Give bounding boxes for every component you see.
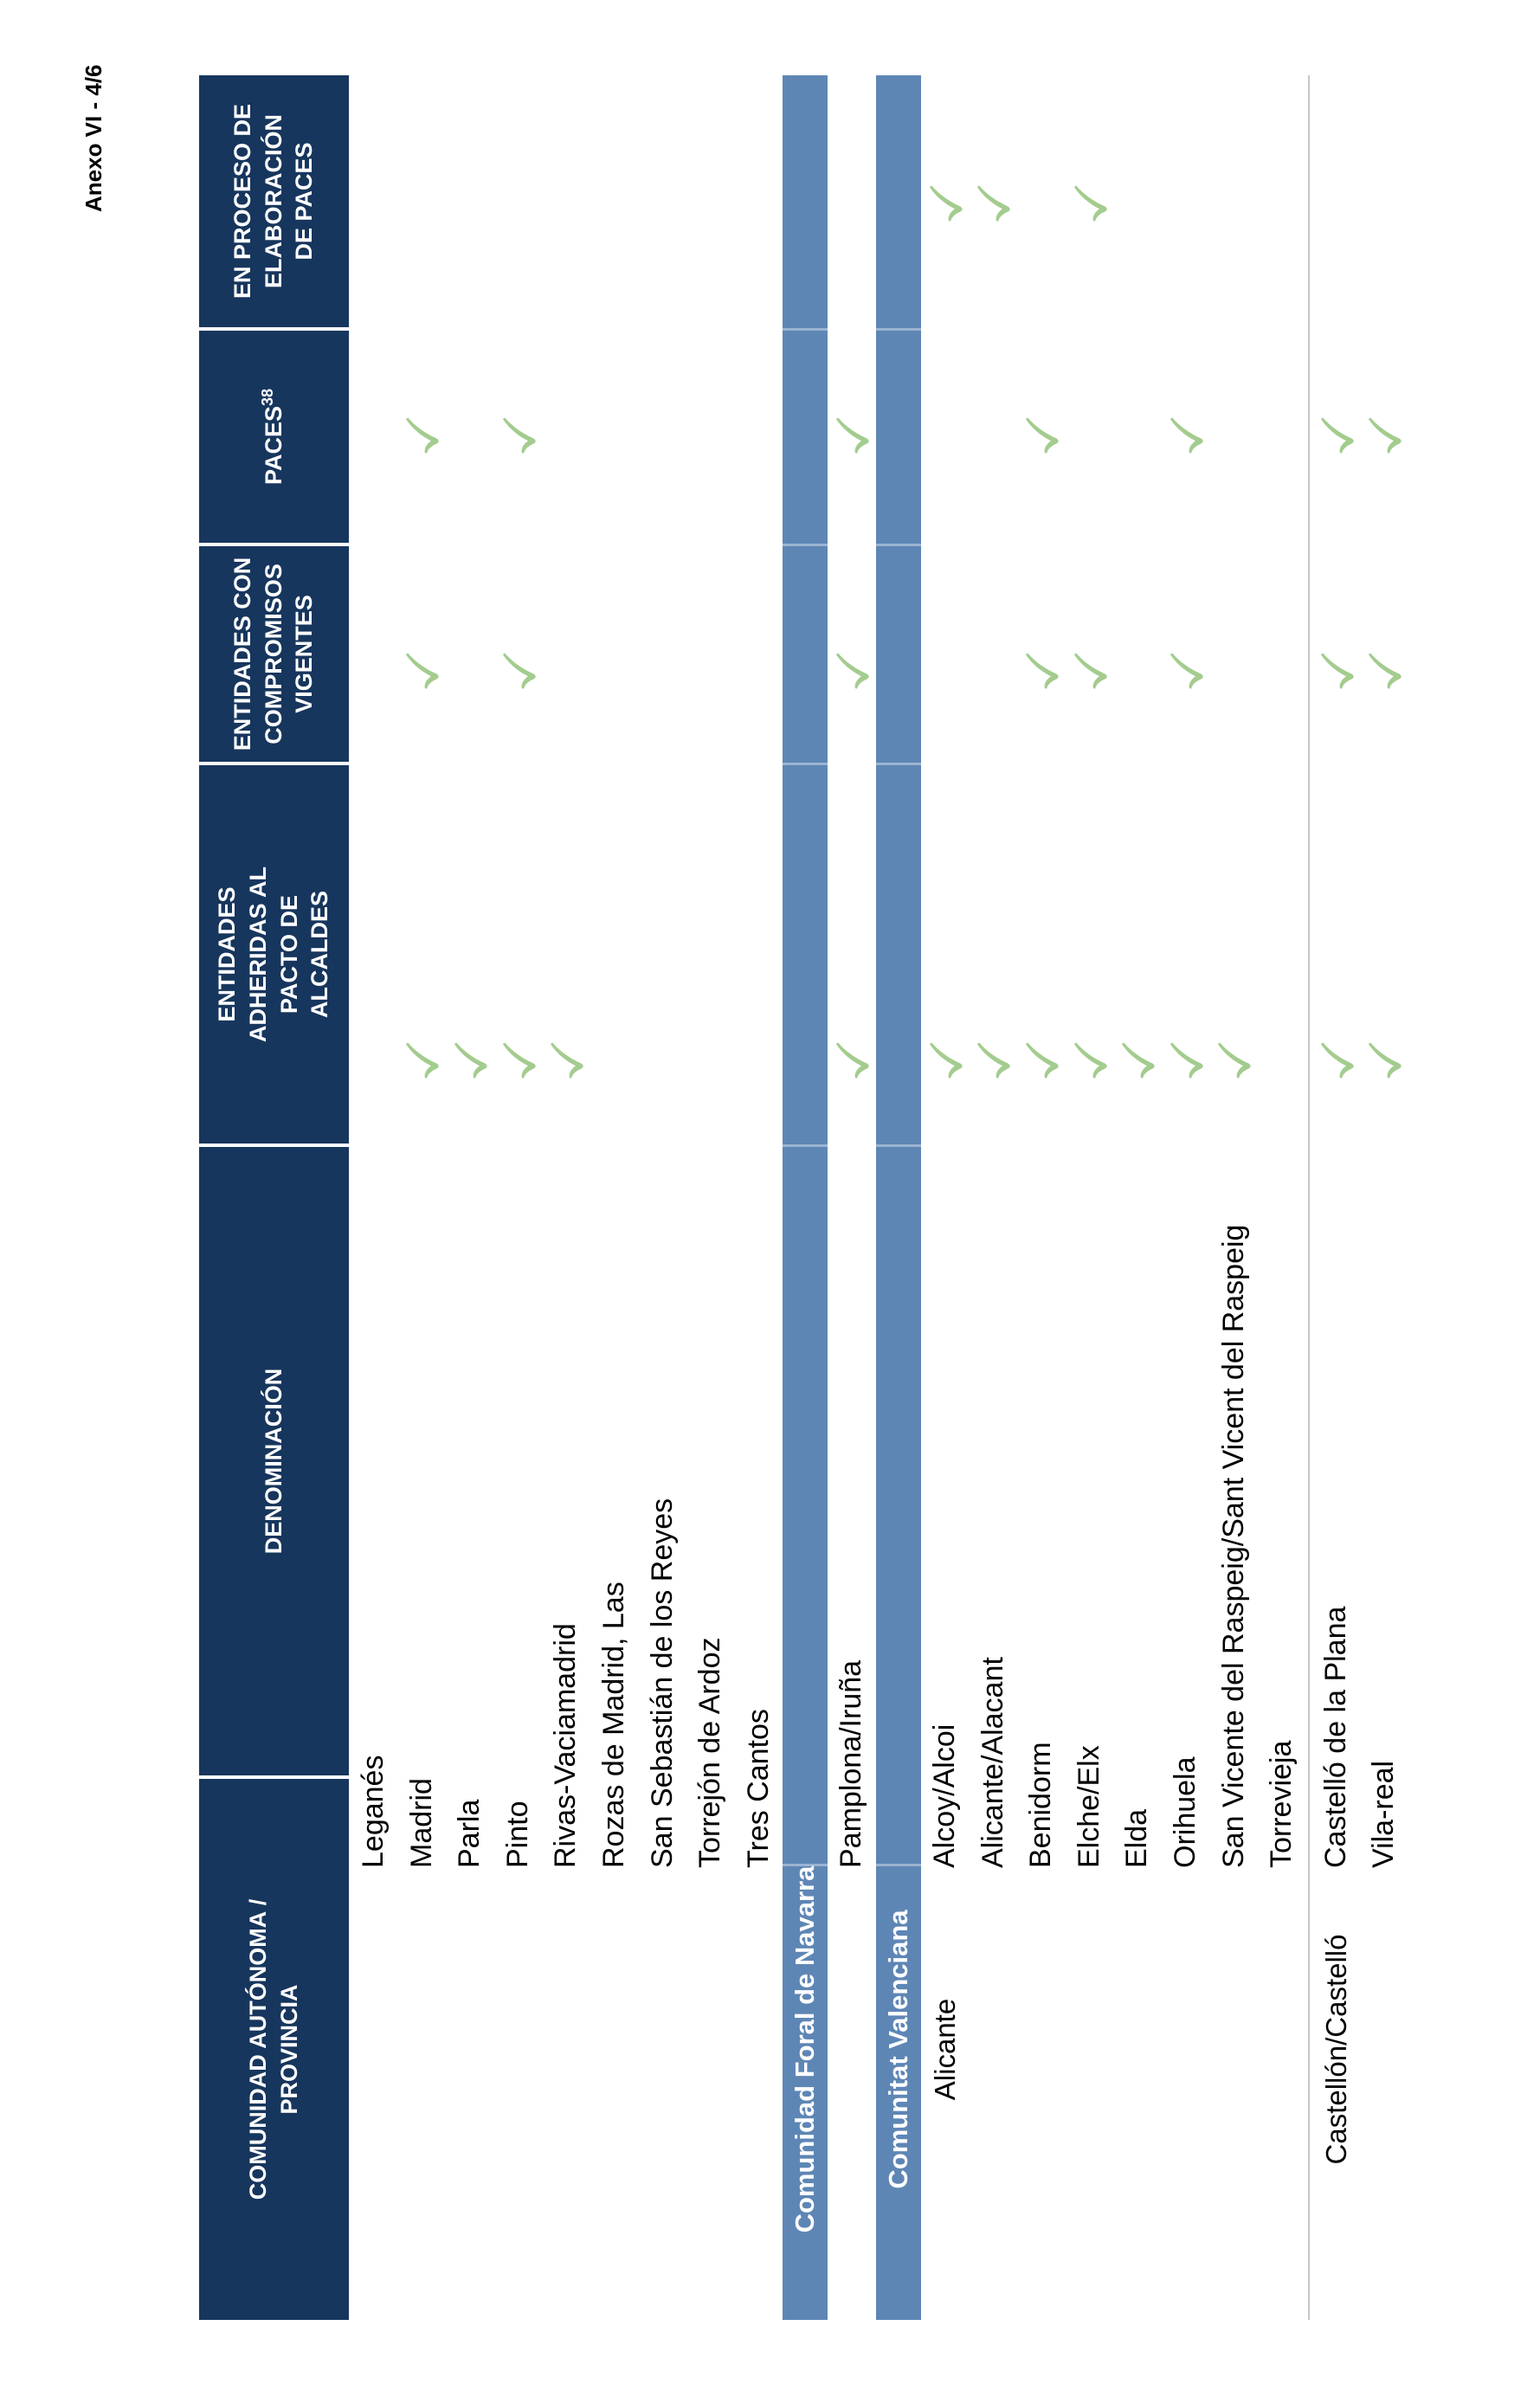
column-header-proceso: EN PROCESO DE ELABORACIÓN DE PACES — [199, 75, 349, 327]
municipality-name: Tres Cantos — [741, 1709, 775, 1868]
page-annex-label: Anexo VI - 4/6 — [81, 64, 106, 213]
section-cell-separator — [783, 1144, 828, 1147]
check-icon — [1072, 1041, 1108, 1081]
check-icon — [1023, 1041, 1060, 1081]
municipality-name: Alcoy/Alcoi — [928, 1723, 961, 1868]
check-icon — [1318, 1041, 1355, 1081]
column-header-paces: PACES38 — [199, 331, 349, 543]
check-icon — [1168, 1041, 1204, 1081]
section-cell-separator — [783, 544, 828, 546]
column-header-superscript: 38 — [258, 388, 276, 406]
section-cell-separator — [876, 328, 921, 331]
check-icon — [834, 652, 870, 692]
check-icon — [500, 652, 537, 692]
check-icon — [975, 184, 1011, 224]
column-header-compromisos: ENTIDADES CON COMPROMISOS VIGENTES — [199, 546, 349, 762]
check-icon — [1366, 416, 1402, 456]
check-icon — [834, 1041, 870, 1081]
check-icon — [452, 1041, 488, 1081]
column-header-label: ENTIDADES ADHERIDAS AL PACTO DE ALCALDES — [214, 866, 333, 1043]
check-icon — [403, 1041, 440, 1081]
check-icon — [548, 1041, 584, 1081]
check-icon — [975, 1041, 1011, 1081]
check-icon — [834, 416, 870, 456]
column-header-label: COMUNIDAD AUTÓNOMA / PROVINCIA — [244, 1898, 302, 2200]
section-cell-separator — [783, 763, 828, 765]
column-header-label: ENTIDADES CON COMPROMISOS VIGENTES — [229, 557, 318, 751]
column-header-denominacion: DENOMINACIÓN — [199, 1147, 349, 1775]
column-header-comunidad: COMUNIDAD AUTÓNOMA / PROVINCIA — [199, 1779, 349, 2320]
check-icon — [927, 1041, 963, 1081]
municipality-name: Parla — [453, 1799, 486, 1868]
column-header-label: PACES38 — [258, 388, 287, 486]
section-label: Comunitat Valenciana — [883, 1910, 913, 2189]
section-cell-separator — [876, 1144, 921, 1147]
check-icon — [1023, 652, 1060, 692]
check-icon — [500, 416, 537, 456]
check-icon — [1215, 1041, 1252, 1081]
check-icon — [1072, 652, 1108, 692]
check-icon — [1023, 416, 1060, 456]
check-icon — [1366, 1041, 1402, 1081]
column-header-label: DENOMINACIÓN — [260, 1368, 287, 1555]
section-cell-separator — [876, 544, 921, 546]
check-icon — [1318, 416, 1355, 456]
municipality-name: Elda — [1120, 1808, 1154, 1868]
municipality-name: Rivas-Vaciamadrid — [549, 1623, 583, 1868]
municipality-name: Torrevieja — [1265, 1740, 1298, 1868]
column-header-label: EN PROCESO DE ELABORACIÓN DE PACES — [229, 103, 318, 300]
municipality-name: Torrejón de Ardoz — [693, 1637, 727, 1869]
column-header-adheridas: ENTIDADES ADHERIDAS AL PACTO DE ALCALDES — [199, 765, 349, 1144]
check-icon — [1168, 652, 1204, 692]
check-icon — [403, 416, 440, 456]
section-row: Comunidad Foral de Navarra — [783, 75, 828, 2320]
check-icon — [1168, 416, 1204, 456]
section-cell-separator — [783, 328, 828, 331]
check-icon — [1366, 652, 1402, 692]
check-icon — [927, 184, 963, 224]
municipality-name: Alicante/Alacant — [976, 1657, 1009, 1868]
check-icon — [1318, 652, 1355, 692]
section-row: Comunitat Valenciana — [876, 75, 921, 2320]
municipality-name: San Vicente del Raspeig/Sant Vicent del … — [1216, 1224, 1250, 1868]
check-icon — [1072, 184, 1108, 224]
municipality-name: Rozas de Madrid, Las — [597, 1582, 630, 1868]
check-icon — [500, 1041, 537, 1081]
group-divider — [1307, 75, 1310, 2320]
section-cell-separator — [876, 763, 921, 765]
section-label: Comunidad Foral de Navarra — [789, 1865, 821, 2233]
municipality-name: San Sebastián de los Reyes — [645, 1498, 679, 1868]
check-icon — [403, 652, 440, 692]
check-icon — [1119, 1041, 1156, 1081]
municipality-name: Leganés — [357, 1755, 390, 1868]
